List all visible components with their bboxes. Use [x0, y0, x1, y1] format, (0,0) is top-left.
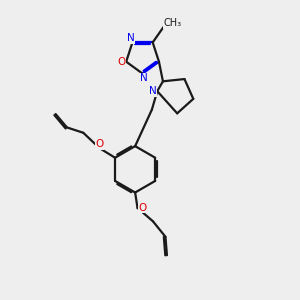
Text: N: N [140, 73, 148, 83]
Text: O: O [95, 139, 104, 149]
Text: CH₃: CH₃ [163, 18, 182, 28]
Text: N: N [149, 86, 157, 96]
Text: N: N [127, 33, 135, 43]
Text: O: O [138, 203, 147, 213]
Text: O: O [117, 57, 125, 67]
